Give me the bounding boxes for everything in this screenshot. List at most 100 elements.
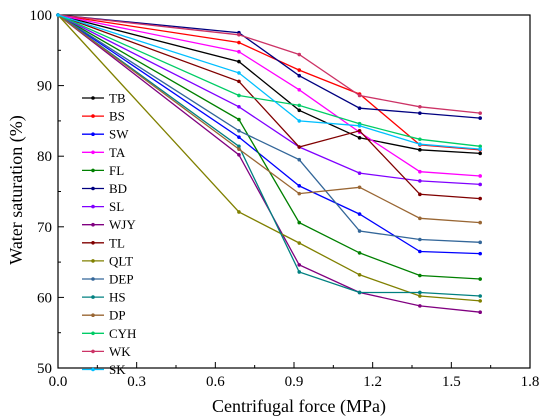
- data-point: [478, 144, 482, 149]
- series-qlt: [56, 13, 482, 303]
- legend-label: DP: [109, 308, 126, 323]
- legend-label: BD: [109, 181, 127, 196]
- data-point: [297, 184, 302, 188]
- series-line: [57, 14, 481, 297]
- legend-marker: [91, 331, 95, 336]
- legend-marker: [91, 349, 95, 354]
- data-point: [237, 104, 241, 109]
- data-point: [478, 277, 482, 281]
- data-point: [237, 135, 241, 139]
- data-point: [357, 251, 362, 255]
- data-point: [297, 52, 302, 57]
- data-point: [297, 119, 302, 123]
- data-point: [418, 216, 422, 221]
- legend-label: SW: [109, 127, 129, 142]
- series-cyh: [56, 13, 482, 149]
- data-point: [357, 124, 362, 128]
- data-point: [297, 191, 302, 196]
- series-line: [57, 14, 481, 155]
- data-point: [237, 147, 241, 151]
- legend-item-sk: SK: [82, 362, 126, 377]
- data-point: [418, 304, 422, 308]
- series-layer: [56, 13, 482, 315]
- legend-label: SL: [109, 199, 124, 214]
- legend-marker: [91, 96, 95, 100]
- legend-marker: [91, 313, 95, 318]
- data-point: [297, 108, 302, 113]
- data-point: [478, 174, 482, 178]
- x-axis: 0.0 0.3 0.6 0.9 1.2 1.5 1.8: [49, 362, 539, 390]
- series-line: [57, 14, 481, 186]
- x-tick-label: 0.9: [285, 374, 304, 390]
- series-line: [57, 14, 481, 302]
- legend-marker: [91, 204, 95, 209]
- data-point: [237, 210, 241, 214]
- legend-marker: [91, 259, 95, 263]
- legend-label: WJY: [109, 217, 136, 232]
- data-point: [357, 212, 362, 216]
- legend-item-fl: FL: [82, 163, 124, 178]
- data-point: [297, 145, 302, 149]
- data-point: [478, 299, 482, 303]
- legend-item-sl: SL: [82, 199, 124, 214]
- data-point: [297, 263, 302, 267]
- series-line: [57, 14, 481, 150]
- legend-label: QLT: [109, 253, 133, 268]
- legend-item-wjy: WJY: [82, 217, 136, 232]
- data-point: [237, 117, 241, 122]
- series-line: [57, 14, 481, 243]
- data-point: [237, 32, 241, 37]
- data-point: [237, 128, 241, 133]
- legend-item-hs: HS: [82, 290, 126, 305]
- data-point: [418, 290, 422, 295]
- legend-marker: [91, 295, 95, 299]
- legend-marker: [91, 168, 95, 173]
- legend-label: WK: [109, 344, 131, 359]
- legend-marker: [91, 277, 95, 281]
- legend-label: CYH: [109, 326, 136, 341]
- x-tick-label: 1.5: [442, 374, 461, 390]
- x-tick-label: 0.3: [127, 374, 146, 390]
- data-point: [418, 237, 422, 242]
- legend-item-cyh: CYH: [82, 326, 136, 341]
- data-point: [357, 229, 362, 233]
- series-line: [57, 14, 481, 200]
- legend-label: BS: [109, 109, 125, 124]
- x-axis-label: Centrifugal force (MPa): [212, 396, 386, 417]
- data-point: [357, 171, 362, 175]
- series-line: [57, 14, 481, 280]
- series-line: [57, 14, 481, 114]
- data-point: [297, 241, 302, 245]
- data-point: [418, 137, 422, 142]
- data-point: [56, 13, 60, 17]
- data-point: [418, 249, 422, 254]
- legend-label: HS: [109, 290, 126, 305]
- data-point: [357, 185, 362, 190]
- data-point: [418, 104, 422, 109]
- data-point: [478, 182, 482, 187]
- series-sk: [56, 13, 482, 151]
- data-point: [297, 68, 302, 72]
- data-point: [478, 147, 482, 151]
- legend-marker: [91, 132, 95, 136]
- data-point: [418, 273, 422, 278]
- y-tick-label: 100: [30, 8, 53, 24]
- data-point: [237, 79, 241, 84]
- data-point: [237, 93, 241, 98]
- data-point: [297, 220, 302, 225]
- data-point: [418, 148, 422, 152]
- data-point: [357, 290, 362, 295]
- legend-label: FL: [109, 163, 124, 178]
- legend-label: DEP: [109, 272, 134, 287]
- legend-item-bs: BS: [82, 109, 125, 124]
- legend-label: TA: [109, 145, 126, 160]
- legend: TB BS SW TA FL BD SL WJY TL QLT DEP HS DP CYH WK SK: [82, 91, 136, 377]
- y-tick-label: 50: [37, 361, 52, 377]
- data-point: [418, 142, 422, 146]
- data-point: [297, 103, 302, 108]
- data-point: [478, 151, 482, 156]
- legend-item-tl: TL: [82, 235, 125, 250]
- data-point: [418, 169, 422, 174]
- data-point: [478, 240, 482, 245]
